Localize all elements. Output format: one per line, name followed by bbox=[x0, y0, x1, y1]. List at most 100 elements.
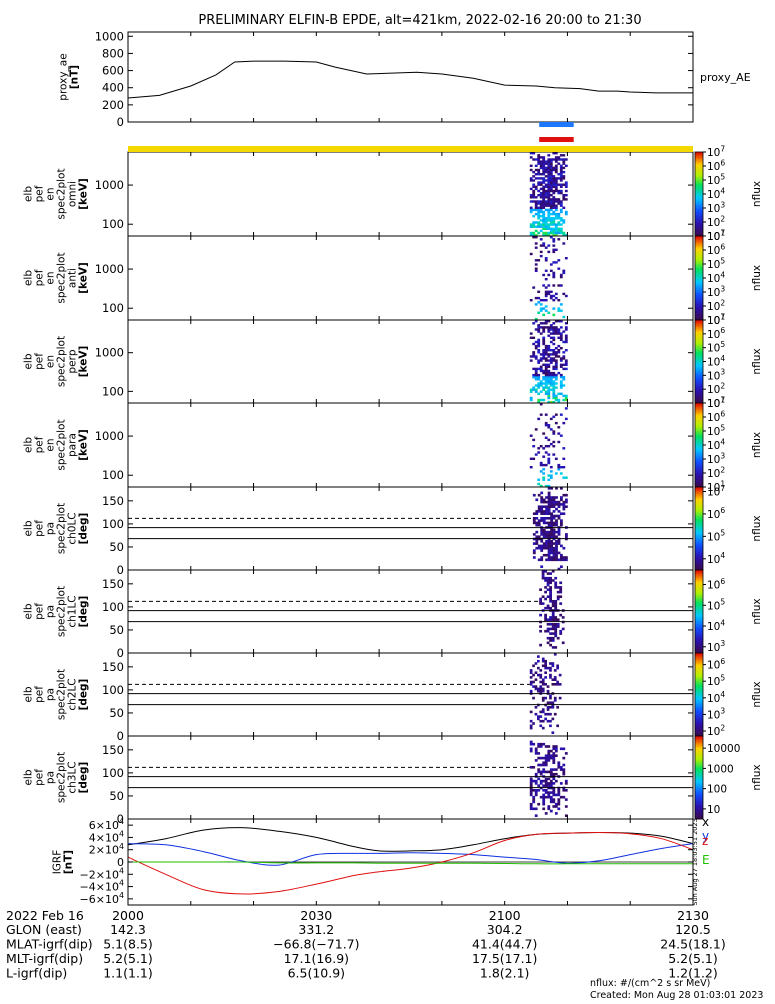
flux-cell bbox=[552, 152, 556, 155]
colorbar-cell bbox=[695, 324, 703, 326]
flux-cell bbox=[551, 717, 555, 721]
y-tick-label: 50 bbox=[109, 623, 124, 637]
flux-cell bbox=[554, 745, 558, 748]
flux-cell bbox=[544, 590, 547, 594]
flux-cell bbox=[542, 166, 546, 170]
flux-cell bbox=[539, 384, 543, 387]
flux-cell bbox=[537, 215, 541, 218]
colorbar-cell bbox=[695, 553, 703, 556]
panel-proxy_ae-ylabel-line: [nT] bbox=[69, 65, 81, 89]
flux-cell bbox=[544, 369, 548, 373]
flux-cell bbox=[540, 540, 544, 543]
flux-cell bbox=[544, 666, 547, 670]
flux-cell bbox=[529, 210, 533, 214]
flux-cell bbox=[539, 382, 543, 385]
flux-cell bbox=[544, 586, 547, 589]
flux-cell bbox=[544, 717, 547, 721]
flux-cell bbox=[529, 726, 533, 730]
flux-cell bbox=[547, 445, 551, 448]
flux-cell bbox=[555, 500, 558, 504]
colorbar-cell bbox=[695, 799, 703, 802]
flux-cell bbox=[565, 558, 568, 562]
colorbar-cell bbox=[695, 686, 703, 688]
flux-cell bbox=[554, 351, 558, 354]
flux-cell bbox=[554, 332, 558, 335]
flux-cell bbox=[537, 558, 541, 562]
colorbar-cell bbox=[695, 356, 703, 358]
flux-cell bbox=[529, 299, 533, 302]
flux-cell bbox=[552, 210, 556, 214]
flux-cell bbox=[529, 805, 533, 808]
y-tick-label: 2×104 bbox=[89, 842, 124, 857]
colorbar-cell bbox=[695, 473, 703, 475]
flux-cell bbox=[554, 166, 558, 170]
flux-cell bbox=[560, 487, 563, 490]
flux-cell bbox=[544, 384, 548, 387]
colorbar-cell bbox=[695, 205, 703, 207]
flux-cell bbox=[547, 770, 551, 774]
ephem-value: 5.2(5.1) bbox=[668, 951, 718, 966]
colorbar-cell bbox=[695, 192, 703, 195]
flux-cell bbox=[542, 342, 546, 346]
colorbar-tick-label: 103 bbox=[707, 284, 725, 299]
flux-cell bbox=[549, 428, 553, 431]
flux-cell bbox=[561, 627, 565, 631]
flux-cell bbox=[552, 777, 556, 781]
flux-cell bbox=[547, 166, 551, 170]
colorbar-cell bbox=[695, 387, 703, 390]
y-tick-label: 6×104 bbox=[89, 817, 124, 832]
y-tick-label: 150 bbox=[102, 743, 124, 757]
flux-cell bbox=[541, 687, 545, 691]
flux-cell bbox=[564, 782, 568, 785]
flux-cell bbox=[542, 521, 546, 525]
flux-cell bbox=[549, 724, 552, 728]
colorbar-cell bbox=[695, 429, 703, 432]
colorbar-cell bbox=[695, 154, 703, 157]
flux-cell bbox=[554, 215, 558, 218]
y-tick-label: 4×104 bbox=[89, 829, 124, 844]
colorbar-cell bbox=[695, 175, 703, 178]
flux-cell bbox=[542, 156, 546, 159]
flux-cell bbox=[559, 413, 563, 416]
flux-cell bbox=[550, 496, 553, 499]
flux-cell bbox=[552, 754, 556, 757]
flux-cell bbox=[549, 194, 553, 197]
flux-cell bbox=[552, 166, 556, 170]
flux-cell bbox=[546, 701, 550, 704]
flux-cell bbox=[547, 478, 551, 481]
colorbar-cell bbox=[695, 636, 703, 639]
flux-cell bbox=[564, 181, 568, 184]
flux-cell bbox=[546, 572, 550, 575]
colorbar-cell bbox=[695, 308, 703, 311]
panel-en_omni-ylabel-line: pef bbox=[34, 185, 46, 202]
panel-en_perp-frame bbox=[127, 319, 694, 404]
colorbar-cell bbox=[695, 208, 703, 210]
flux-cell bbox=[532, 512, 536, 515]
colorbar-cell bbox=[695, 401, 703, 404]
colorbar-cell bbox=[695, 760, 703, 763]
ephem-value: 142.3 bbox=[110, 922, 146, 937]
flux-cell bbox=[554, 261, 558, 264]
flux-cell bbox=[564, 210, 568, 214]
flux-cell bbox=[557, 440, 561, 444]
colorbar-cell bbox=[695, 398, 703, 401]
flux-cell bbox=[559, 227, 563, 230]
flux-cell bbox=[559, 175, 563, 178]
flux-cell bbox=[549, 378, 553, 381]
colorbar-cell bbox=[695, 813, 703, 816]
colorbar-cell bbox=[695, 742, 703, 745]
flux-cell bbox=[557, 500, 561, 504]
flux-cell bbox=[560, 498, 563, 502]
flux-cell bbox=[552, 336, 556, 339]
panel-igrf-ylabel-line: IGRF bbox=[52, 850, 64, 875]
colorbar-cell bbox=[695, 322, 703, 325]
flux-cell bbox=[532, 231, 536, 235]
flux-cell bbox=[534, 428, 538, 431]
flux-cell bbox=[554, 768, 558, 771]
colorbar-cell bbox=[695, 442, 703, 444]
flux-cell bbox=[539, 602, 542, 605]
flux-cell bbox=[539, 219, 543, 222]
colorbar-cell bbox=[695, 650, 703, 652]
flux-cell bbox=[552, 271, 556, 275]
flux-cell bbox=[534, 225, 538, 228]
